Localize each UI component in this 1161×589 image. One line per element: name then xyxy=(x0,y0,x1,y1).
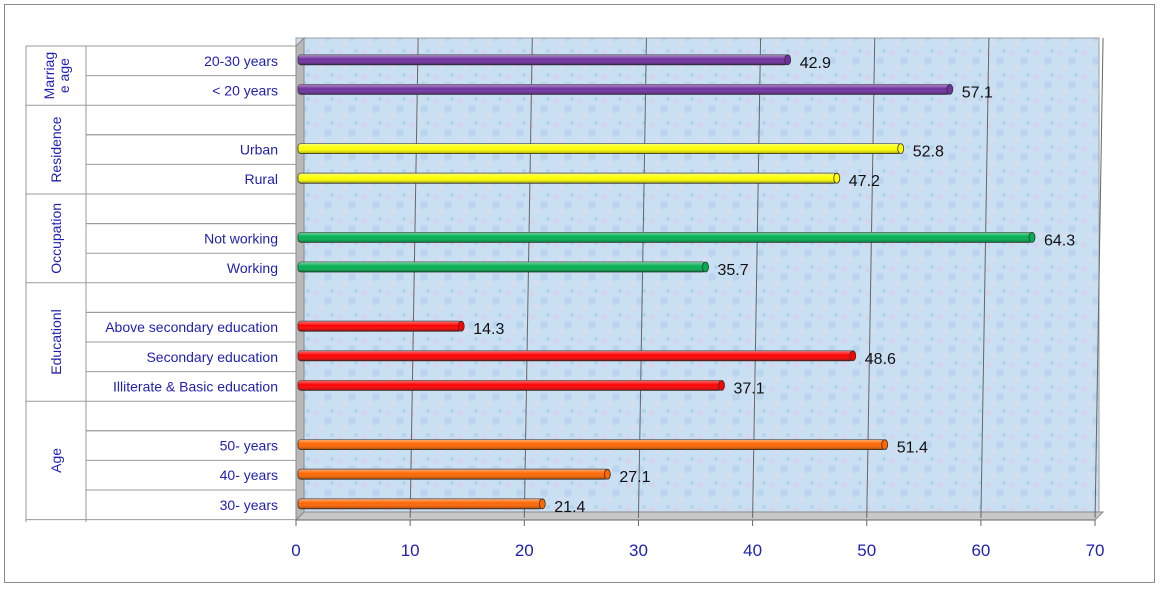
category-label: 50- years xyxy=(220,438,278,454)
bar-shading xyxy=(298,143,901,154)
bar-end-cap xyxy=(784,54,792,66)
data-label: 57.1 xyxy=(962,84,993,101)
group-label: Occupation xyxy=(48,203,64,274)
bar-end-cap xyxy=(718,379,725,391)
bar-end-cap xyxy=(1028,231,1036,243)
group-label-line: Occupation xyxy=(48,203,64,274)
category-label: 30- years xyxy=(220,497,278,513)
bar-shading xyxy=(298,54,788,65)
bar-end-cap xyxy=(849,350,857,362)
category-label: < 20 years xyxy=(212,82,278,98)
category-label: Illiterate & Basic education xyxy=(113,378,278,394)
data-label: 21.4 xyxy=(554,499,585,516)
bar-end-cap xyxy=(833,172,841,184)
x-tick-label: 20 xyxy=(515,541,534,560)
bars xyxy=(297,54,1036,510)
category-label: Working xyxy=(227,260,278,276)
data-label: 51.4 xyxy=(897,440,928,457)
data-label: 35.7 xyxy=(718,262,749,279)
bar-end-cap xyxy=(897,143,905,155)
data-label: 64.3 xyxy=(1044,232,1075,249)
data-label: 14.3 xyxy=(473,321,504,338)
gridline xyxy=(980,37,990,519)
group-label: Marriage age xyxy=(41,52,72,99)
plot-side-wall xyxy=(295,36,305,522)
x-tick-label: 70 xyxy=(1086,541,1105,560)
bar-shading xyxy=(298,350,853,361)
x-tick-label: 30 xyxy=(629,541,648,560)
data-label: 37.1 xyxy=(733,380,764,397)
category-label: 40- years xyxy=(220,467,278,483)
bar-end-cap xyxy=(603,468,611,480)
bar-end-cap xyxy=(881,439,889,451)
x-tick-label: 40 xyxy=(743,541,762,560)
group-label-line: Residence xyxy=(48,116,64,182)
x-tick-label: 50 xyxy=(857,541,876,560)
bar-end-cap xyxy=(538,498,546,510)
bar-end-cap xyxy=(702,261,709,273)
group-label: Educationl xyxy=(48,309,64,374)
plot-area xyxy=(294,36,1105,522)
group-label-line: Educationl xyxy=(48,309,64,374)
gridlines xyxy=(25,37,1104,526)
category-label: 20-30 years xyxy=(204,53,278,69)
x-tick-label: 60 xyxy=(971,541,990,560)
bar-shading xyxy=(298,380,722,391)
gridline xyxy=(1094,37,1104,519)
group-label: Residence xyxy=(48,116,64,182)
category-label: Rural xyxy=(245,171,278,187)
bar-shading xyxy=(298,469,608,480)
bar-shading xyxy=(298,321,462,332)
bar-end-cap xyxy=(457,320,465,332)
category-label: Secondary education xyxy=(146,349,278,365)
bar-shading xyxy=(298,232,1032,243)
data-label: 47.2 xyxy=(849,173,880,190)
labels: 0 10 20 30 40 50 60 70 20-30 years 42.9 < 20 years… xyxy=(41,52,1105,560)
bar-shading xyxy=(298,173,837,184)
data-label: 52.8 xyxy=(913,144,944,161)
group-label-line: Age xyxy=(48,448,64,473)
category-label: Urban xyxy=(240,142,278,158)
category-label: Above secondary education xyxy=(105,319,278,335)
gridline xyxy=(866,37,876,519)
group-label-line: e age xyxy=(56,58,72,93)
data-label: 42.9 xyxy=(800,55,831,72)
x-tick-label: 10 xyxy=(401,541,420,560)
data-label: 48.6 xyxy=(865,351,896,368)
bar-end-cap xyxy=(946,84,954,95)
group-label: Age xyxy=(48,448,64,473)
category-label: Not working xyxy=(204,230,278,246)
bar-shading xyxy=(298,498,543,509)
plot-wall xyxy=(295,37,1100,513)
bar-shading xyxy=(298,84,950,95)
group-label-line: Marriag xyxy=(41,52,57,99)
gridline xyxy=(523,37,533,519)
bar-shading xyxy=(298,439,885,450)
data-label: 27.1 xyxy=(619,469,650,486)
bar-shading xyxy=(298,262,706,272)
gridline xyxy=(752,37,762,519)
plot-floor xyxy=(294,511,1105,521)
x-tick-label: 0 xyxy=(291,541,300,560)
gridline xyxy=(637,37,647,519)
gridline xyxy=(409,37,419,519)
